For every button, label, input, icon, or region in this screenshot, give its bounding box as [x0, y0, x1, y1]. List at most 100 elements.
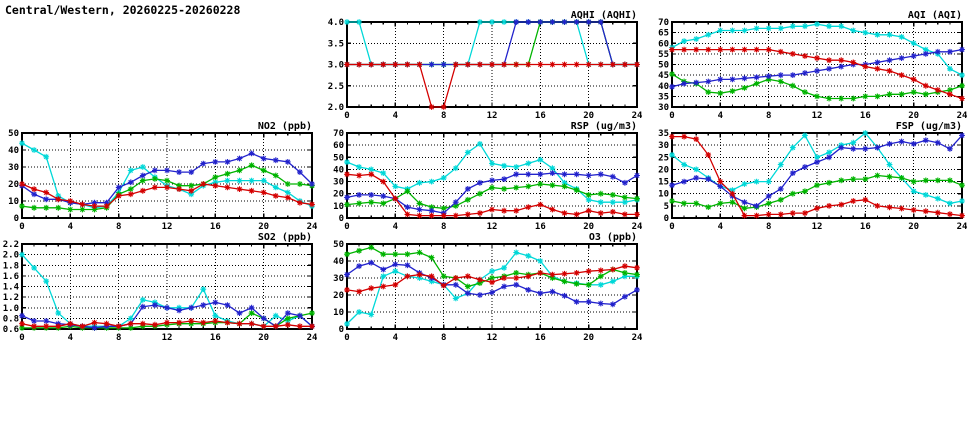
x-tick-label: 0 [19, 222, 24, 230]
y-tick-label: 35 [658, 92, 669, 102]
x-tick-label: 4 [68, 222, 74, 230]
y-tick-label: 70 [333, 129, 344, 139]
series-red [669, 133, 965, 219]
x-tick-label: 20 [908, 111, 919, 119]
x-tick-label: 24 [307, 222, 318, 230]
x-tick-label: 8 [441, 222, 446, 230]
y-tick-label: 2.0 [328, 103, 344, 113]
chart-canvas: 0 10 20 30 40 50 0 4 8 12 16 20 24 O3 (ppb) [333, 232, 643, 343]
x-tick-label: 16 [860, 222, 871, 230]
x-tick-label: 20 [583, 333, 594, 341]
y-tick-label: 20 [658, 165, 669, 175]
y-tick-label: 1.0 [3, 304, 19, 314]
y-tick-label: 20 [8, 180, 19, 190]
chart-title: NO2 (ppb) [258, 121, 312, 132]
x-tick-label: 20 [908, 222, 919, 230]
chart-rsp: 0 10 20 30 40 50 60 70 0 4 8 12 16 20 24 RSP (ug/m3) [325, 119, 647, 232]
series-green [669, 172, 965, 212]
x-tick-label: 0 [669, 111, 674, 119]
series-cyan [19, 251, 315, 330]
y-tick-label: 0.6 [3, 325, 19, 335]
y-tick-label: 40 [8, 146, 19, 156]
chart-title: SO2 (ppb) [258, 232, 312, 243]
x-tick-label: 20 [583, 111, 594, 119]
x-tick-label: 0 [344, 333, 349, 341]
y-tick-label: 50 [8, 129, 19, 139]
x-tick-label: 20 [583, 222, 594, 230]
y-tick-label: 30 [658, 141, 669, 151]
series-green [669, 71, 965, 102]
x-tick-label: 8 [441, 111, 446, 119]
x-tick-label: 4 [718, 222, 724, 230]
y-tick-label: 45 [658, 71, 669, 81]
y-tick-label: 0 [339, 214, 344, 224]
y-tick-label: 2.2 [3, 240, 19, 250]
chart-canvas: 2.0 2.5 3.0 3.5 4.0 0 4 8 12 16 20 24 AQHI (AQHI) [328, 10, 643, 121]
y-tick-label: 5 [664, 202, 669, 212]
x-tick-label: 4 [393, 111, 399, 119]
series-blue [669, 132, 965, 209]
y-tick-label: 10 [8, 197, 19, 207]
y-tick-label: 50 [333, 240, 344, 250]
x-tick-label: 12 [162, 222, 173, 230]
page-title: Central/Western, 20260225-20260228 [5, 3, 241, 17]
chart-fsp: 0 5 10 15 20 25 30 35 0 4 8 12 16 20 24 FSP (ug/m3) [650, 119, 972, 232]
series-red [19, 318, 315, 330]
x-tick-label: 24 [307, 333, 318, 341]
chart-title: FSP (ug/m3) [896, 121, 962, 132]
y-tick-label: 30 [333, 178, 344, 188]
chart-title: RSP (ug/m3) [571, 121, 637, 132]
x-tick-label: 8 [766, 111, 771, 119]
x-tick-label: 8 [441, 333, 446, 341]
y-tick-label: 0.8 [3, 314, 19, 324]
x-tick-label: 8 [766, 222, 771, 230]
series-red [19, 181, 315, 209]
series-red [344, 61, 640, 110]
y-tick-label: 0 [14, 214, 19, 224]
x-tick-label: 0 [19, 333, 24, 341]
x-tick-label: 16 [210, 222, 221, 230]
y-tick-label: 40 [658, 82, 669, 92]
y-tick-label: 35 [658, 129, 669, 139]
x-tick-label: 4 [68, 333, 74, 341]
y-tick-label: 40 [333, 257, 344, 267]
y-tick-label: 30 [8, 163, 19, 173]
y-tick-label: 10 [333, 308, 344, 318]
chart-title: AQI (AQI) [908, 10, 962, 21]
x-tick-label: 16 [210, 333, 221, 341]
x-tick-label: 20 [258, 333, 269, 341]
x-tick-label: 16 [535, 222, 546, 230]
x-tick-label: 0 [669, 222, 674, 230]
y-tick-label: 20 [333, 190, 344, 200]
x-tick-label: 20 [258, 222, 269, 230]
x-tick-label: 16 [535, 111, 546, 119]
chart-no2: 0 10 20 30 40 50 0 4 8 12 16 20 24 NO2 (ppb) [0, 119, 322, 232]
chart-canvas: 0 10 20 30 40 50 0 4 8 12 16 20 24 NO2 (ppb) [8, 121, 318, 232]
x-tick-label: 12 [162, 333, 173, 341]
x-tick-label: 12 [812, 111, 823, 119]
x-tick-label: 4 [393, 222, 399, 230]
y-tick-label: 60 [658, 39, 669, 49]
y-tick-label: 25 [658, 153, 669, 163]
chart-canvas: 0 5 10 15 20 25 30 35 0 4 8 12 16 20 24 FSP (ug/m3) [658, 121, 968, 232]
x-tick-label: 12 [812, 222, 823, 230]
chart-so2: 0.6 0.8 1.0 1.2 1.4 1.6 1.8 2.0 2.2 0 4 8 12 16 20 24 SO… [0, 230, 322, 343]
chart-title: O3 (ppb) [589, 232, 637, 243]
y-tick-label: 10 [333, 202, 344, 212]
x-tick-label: 8 [116, 222, 121, 230]
y-tick-label: 0 [664, 214, 669, 224]
y-tick-label: 1.6 [3, 272, 19, 282]
y-tick-label: 50 [658, 61, 669, 71]
y-tick-label: 70 [658, 18, 669, 28]
y-tick-label: 65 [658, 29, 669, 39]
y-tick-label: 2.5 [328, 82, 344, 92]
x-tick-label: 24 [632, 111, 643, 119]
chart-aqi: 30 35 40 45 50 55 60 65 70 0 4 8 12 16 20 24 AQI (AQI) [650, 8, 972, 121]
y-tick-label: 1.4 [3, 283, 20, 293]
x-tick-label: 0 [344, 222, 349, 230]
y-tick-label: 55 [658, 50, 669, 60]
y-tick-label: 20 [333, 291, 344, 301]
y-tick-label: 40 [333, 165, 344, 175]
x-tick-label: 12 [487, 111, 498, 119]
